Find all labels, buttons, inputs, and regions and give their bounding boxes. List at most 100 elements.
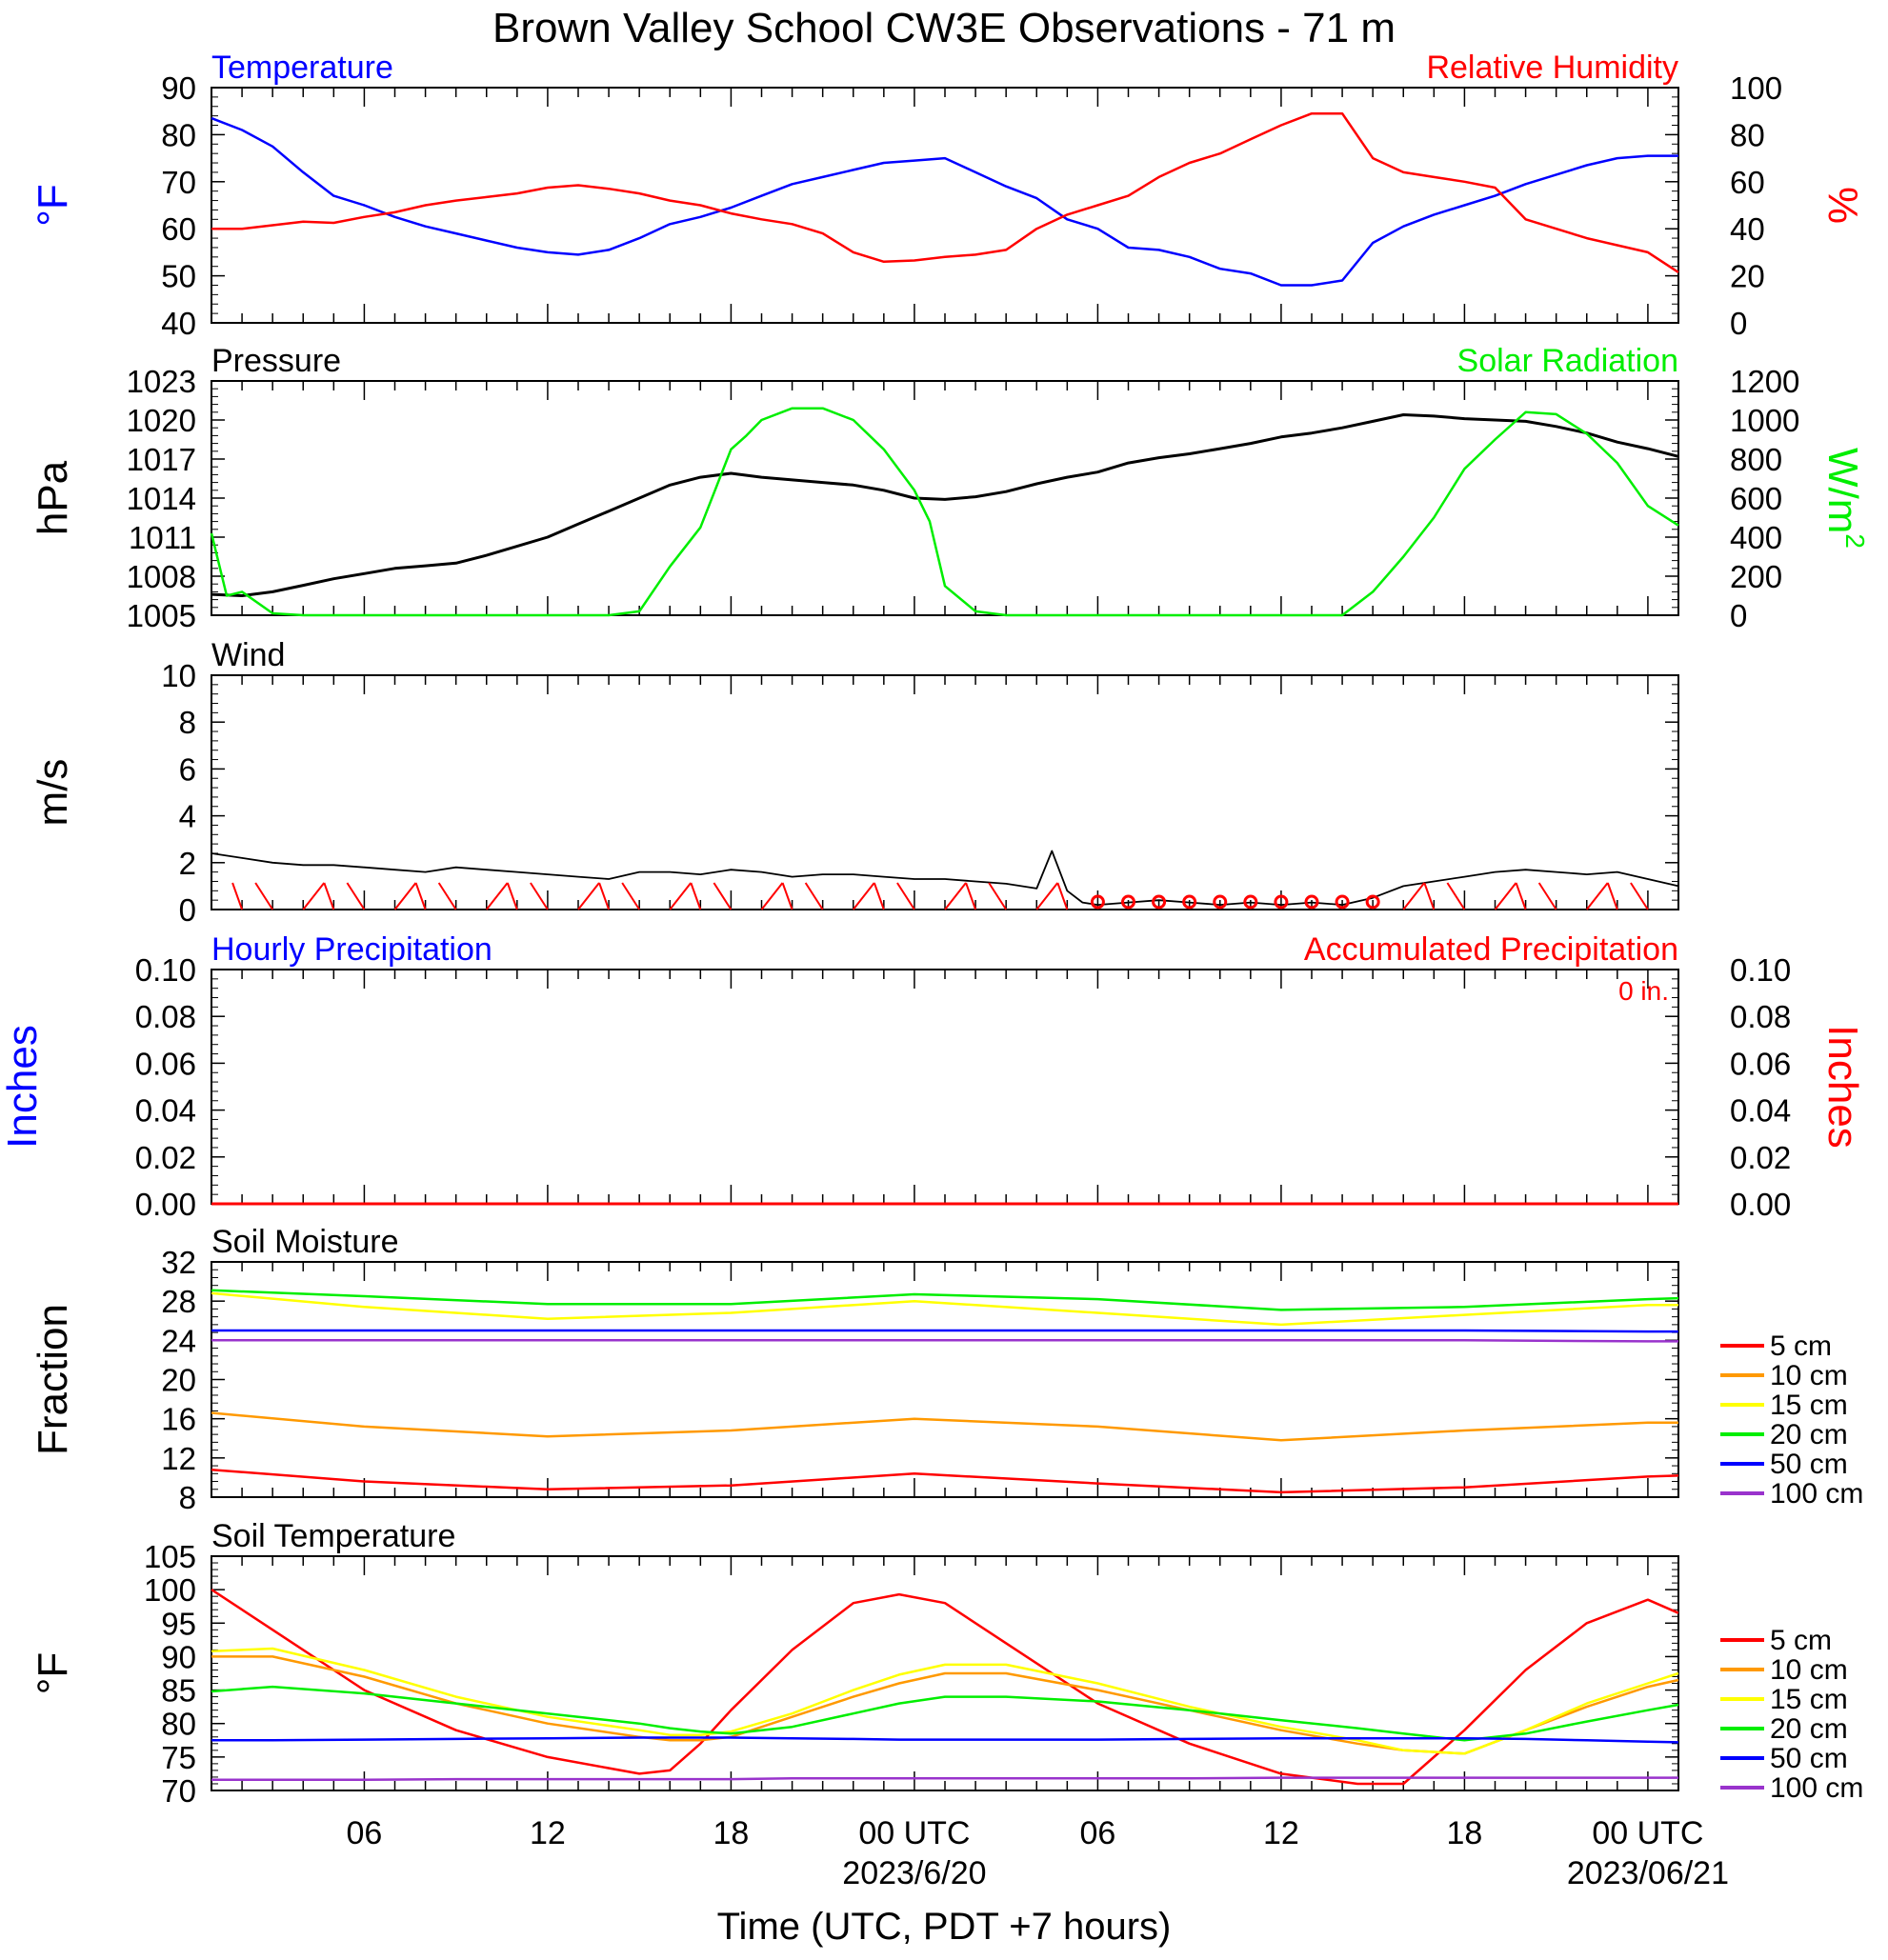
series-soil-moisture (211, 1339, 1678, 1343)
y-tick-label: 16 (161, 1402, 196, 1437)
y2-tick-label: 60 (1730, 165, 1765, 200)
legend-label: 100 cm (1770, 1772, 1863, 1804)
x-tick-label: 06 (1080, 1815, 1116, 1851)
y2-tick-label: 1000 (1730, 403, 1799, 438)
legend-label: 100 cm (1770, 1478, 1863, 1510)
y-axis-label-left: Fraction (30, 1304, 76, 1455)
y2-tick-label: 0 (1730, 306, 1747, 341)
x-tick-label: 18 (713, 1815, 750, 1851)
wind-barb (1585, 882, 1609, 910)
y2-tick-label: 200 (1730, 559, 1782, 594)
y-tick-label: 0.08 (135, 999, 196, 1034)
y2-tick-label: 1200 (1730, 364, 1799, 399)
series-soil-temperature (211, 1685, 1679, 1742)
y2-tick-label: 0.00 (1730, 1187, 1791, 1222)
wind-barb (231, 882, 244, 910)
wind-barb (988, 882, 1008, 910)
y-tick-label: 1011 (129, 520, 196, 555)
calm-wind-marker (1274, 894, 1289, 910)
wind-barb (896, 882, 915, 910)
wind-barb (577, 882, 600, 910)
wind-barb (1035, 882, 1059, 910)
y-tick-label: 80 (161, 1707, 196, 1742)
series-soil-temperature (211, 1736, 1679, 1744)
wind-barb (485, 882, 509, 910)
y-tick-label: 40 (161, 306, 196, 341)
y-axis-label-left: Inches (0, 1025, 46, 1149)
x-tick-date-label: 2023/06/21 (1567, 1855, 1729, 1891)
wind-barb (621, 882, 641, 910)
y-tick-label: 0.02 (135, 1140, 196, 1175)
x-tick-label: 00 UTC (1592, 1815, 1703, 1851)
wind-barb (965, 882, 977, 910)
plot-frame (211, 674, 1679, 910)
y-tick-label: 0.06 (135, 1046, 196, 1081)
y2-tick-label: 100 (1730, 70, 1782, 106)
wind-barb (323, 882, 335, 910)
y-tick-label: 1005 (127, 598, 196, 633)
y-tick-label: 75 (161, 1740, 196, 1775)
legend-label: 50 cm (1770, 1743, 1848, 1774)
wind-barb (1630, 882, 1649, 910)
y-tick-label: 90 (161, 70, 196, 106)
panel-pressure_solar: 1005 1008 1011 1014 1017 1020 1023 0 200 400 600 80… (30, 343, 1870, 633)
y-tick-label: 85 (161, 1673, 196, 1709)
y-tick-label: 6 (179, 751, 196, 787)
y2-tick-label: 0.02 (1730, 1140, 1791, 1175)
series-solar-radiation (210, 407, 1679, 617)
y2-tick-label: 800 (1730, 442, 1782, 477)
x-tick-label: 12 (530, 1815, 566, 1851)
y-tick-label: 8 (179, 705, 196, 740)
calm-wind-marker (1304, 894, 1319, 910)
y-axis-label-left: m/s (30, 759, 76, 827)
plot-frame (211, 969, 1679, 1205)
panel-temp_rh: 40 50 60 70 80 90 0 20 40 60 80 100 Temperature Relat… (30, 50, 1866, 341)
wind-barb (852, 882, 875, 910)
x-tick-label: 18 (1447, 1815, 1483, 1851)
y-tick-label: 12 (161, 1441, 196, 1476)
wind-barb (1446, 882, 1466, 910)
wind-barb (598, 882, 611, 910)
y2-tick-label: 600 (1730, 481, 1782, 516)
y-tick-label: 0.10 (135, 952, 196, 988)
precip-total-label: 0 in. (1618, 976, 1669, 1006)
y-tick-label: 32 (161, 1245, 196, 1280)
wind-barb (302, 882, 326, 910)
series-soil-moisture (211, 1329, 1678, 1333)
legend-label: 10 cm (1770, 1654, 1848, 1686)
wind-barb (1537, 882, 1557, 910)
series-soil-moisture (211, 1411, 1678, 1442)
y2-tick-label: 0.08 (1730, 999, 1791, 1034)
wind-barb (254, 882, 274, 910)
y-tick-label: 95 (161, 1606, 196, 1641)
wind-barb (873, 882, 885, 910)
y-tick-label: 0.04 (135, 1093, 196, 1129)
panel-title-left: Pressure (211, 343, 341, 379)
y2-tick-label: 80 (1730, 117, 1765, 152)
legend-label: 50 cm (1770, 1449, 1848, 1480)
y-tick-label: 1014 (127, 481, 196, 516)
y-axis-label-right: % (1819, 187, 1866, 224)
y-axis-label-right: W/m2 (1819, 448, 1870, 549)
y-tick-label: 20 (161, 1363, 196, 1398)
series-soil-moisture (211, 1289, 1679, 1311)
series-soil-moisture (211, 1291, 1678, 1327)
y-tick-label: 2 (179, 846, 196, 881)
chart-title: Brown Valley School CW3E Observations - … (492, 5, 1396, 51)
y2-tick-label: 0.10 (1730, 952, 1791, 988)
y-axis-label-right: Inches (1819, 1025, 1866, 1149)
wind-barb (1402, 882, 1426, 910)
legend-label: 10 cm (1770, 1360, 1848, 1391)
legend-label: 15 cm (1770, 1390, 1848, 1421)
y-tick-label: 70 (161, 1773, 196, 1809)
series-soil-moisture (211, 1468, 1679, 1494)
wind-barb (414, 882, 427, 910)
y-tick-label: 1008 (127, 559, 196, 594)
y-axis-label-left: hPa (30, 460, 76, 535)
y-tick-label: 60 (161, 211, 196, 247)
wind-barb (530, 882, 549, 910)
series-relative-humidity (211, 111, 1679, 273)
y-tick-label: 105 (144, 1539, 196, 1574)
